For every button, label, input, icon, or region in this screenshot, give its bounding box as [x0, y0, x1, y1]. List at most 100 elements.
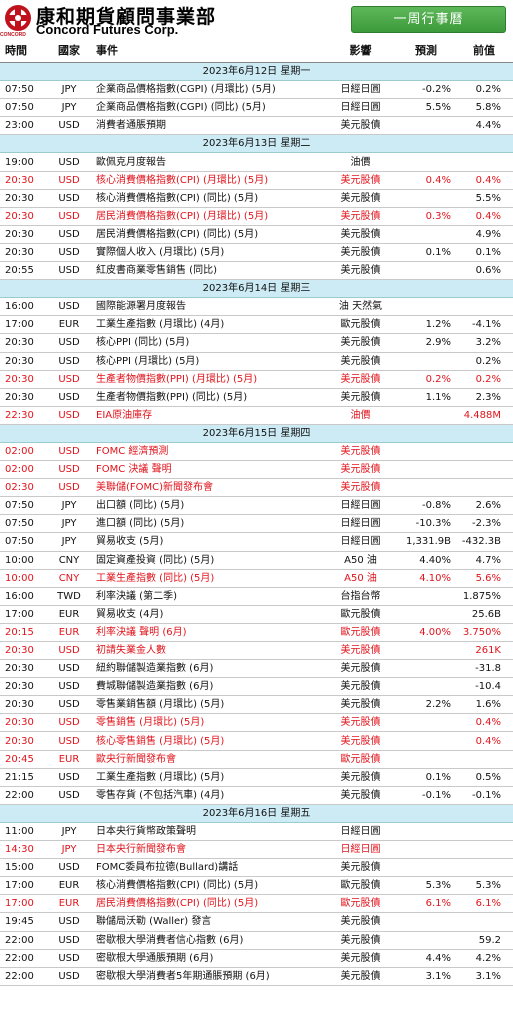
event-impact: 台指台幣	[324, 587, 397, 606]
event-forecast: 5.3%	[397, 876, 455, 896]
event-time: 17:00	[0, 876, 46, 896]
event-forecast: 5.5%	[397, 98, 455, 118]
event-forecast	[397, 460, 455, 480]
event-country: USD	[46, 261, 92, 281]
event-forecast: -10.3%	[397, 514, 455, 534]
table-row: 17:00 EUR 核心消費價格指數(CPI) (同比) (5月) 歐元股債 5.3% 5…	[0, 876, 513, 896]
event-previous: 5.5%	[455, 189, 513, 208]
event-time: 10:00	[0, 551, 46, 570]
event-forecast	[397, 442, 455, 462]
event-forecast	[397, 406, 455, 425]
event-forecast	[397, 605, 455, 624]
event-forecast	[397, 659, 455, 679]
logo-chinese-name: 康和期貨顧問事業部	[36, 6, 217, 28]
event-time: 07:50	[0, 98, 46, 118]
event-impact: 美元股債	[324, 695, 397, 715]
table-row: 07:50 JPY 企業商品價格指數(CGPI) (同比) (5月) 日經日圓 5.5%…	[0, 98, 513, 118]
event-previous: 1.875%	[455, 587, 513, 606]
event-name: 實際個人收入 (月環比) (5月)	[92, 243, 324, 263]
weekly-calendar-button[interactable]: 一周行事曆	[351, 6, 506, 33]
event-country: JPY	[46, 532, 92, 552]
event-time: 20:30	[0, 713, 46, 733]
event-forecast	[397, 912, 455, 932]
event-forecast: 4.4%	[397, 949, 455, 968]
event-time: 20:15	[0, 623, 46, 643]
table-row: 20:30 USD 實際個人收入 (月環比) (5月) 美元股債 0.1% 0.1%	[0, 243, 513, 263]
event-time: 17:00	[0, 605, 46, 624]
event-forecast: 2.9%	[397, 333, 455, 353]
event-previous	[455, 442, 513, 462]
event-previous: 0.4%	[455, 171, 513, 190]
event-name: 核心零售銷售 (月環比) (5月)	[92, 731, 324, 751]
event-country: EUR	[46, 750, 92, 769]
date-label: 2023年6月16日 星期五	[0, 804, 513, 823]
event-forecast	[397, 478, 455, 498]
event-forecast: -0.2%	[397, 80, 455, 100]
event-country: JPY	[46, 98, 92, 118]
event-impact: 美元股債	[324, 225, 397, 244]
table-row: 02:00 USD FOMC 經濟預測 美元股債	[0, 442, 513, 462]
event-time: 20:30	[0, 731, 46, 751]
event-time: 20:30	[0, 695, 46, 715]
event-name: 日本央行貨幣政策聲明	[92, 822, 324, 842]
event-country: EUR	[46, 605, 92, 624]
event-impact: 美元股債	[324, 261, 397, 281]
table-row: 19:45 USD 聯儲局沃勒 (Waller) 發言 美元股債	[0, 912, 513, 932]
event-country: USD	[46, 388, 92, 407]
event-impact: 美元股債	[324, 641, 397, 661]
table-row: 22:00 USD 零售存貨 (不包括汽車) (4月) 美元股債 -0.1% -0.1%	[0, 786, 513, 805]
event-impact: 美元股債	[324, 171, 397, 190]
event-country: USD	[46, 786, 92, 805]
event-time: 20:30	[0, 207, 46, 226]
event-impact: 美元股債	[324, 967, 397, 986]
event-impact: 油價	[324, 152, 397, 172]
event-name: 歐佩克月度報告	[92, 152, 324, 172]
event-impact: 歐元股債	[324, 750, 397, 769]
event-time: 14:30	[0, 840, 46, 860]
event-country: USD	[46, 967, 92, 986]
event-name: 貿易收支 (4月)	[92, 605, 324, 624]
event-impact: 美元股債	[324, 370, 397, 389]
event-previous: -31.8	[455, 659, 513, 679]
event-name: 紅皮書商業零售銷售 (同比)	[92, 261, 324, 281]
event-forecast: 6.1%	[397, 894, 455, 914]
table-row: 22:30 USD EIA原油庫存 油價 4.488M	[0, 406, 513, 425]
table-row: 23:00 USD 消費者通脹預期 美元股債 4.4%	[0, 116, 513, 136]
event-name: 工業生產指數 (同比) (5月)	[92, 569, 324, 588]
event-time: 15:00	[0, 858, 46, 878]
event-country: USD	[46, 171, 92, 190]
event-previous: 6.1%	[455, 894, 513, 914]
event-time: 10:00	[0, 569, 46, 588]
table-row: 16:00 TWD 利率決議 (第二季) 台指台幣 1.875%	[0, 587, 513, 606]
event-time: 19:00	[0, 152, 46, 172]
event-name: 密歇根大學通脹預期 (6月)	[92, 949, 324, 968]
date-row: 2023年6月16日 星期五	[0, 804, 513, 823]
table-row: 20:30 USD 核心PPI (同比) (5月) 美元股債 2.9% 3.2%	[0, 333, 513, 353]
event-impact: 美元股債	[324, 207, 397, 226]
date-row: 2023年6月13日 星期二	[0, 134, 513, 154]
table-row: 20:30 USD 紐約聯儲製造業指數 (6月) 美元股債 -31.8	[0, 659, 513, 679]
event-previous: 4.7%	[455, 551, 513, 570]
event-previous	[455, 478, 513, 498]
event-country: EUR	[46, 623, 92, 643]
event-country: USD	[46, 677, 92, 697]
event-name: EIA原油庫存	[92, 406, 324, 425]
table-row: 17:00 EUR 貿易收支 (4月) 歐元股債 25.6B	[0, 605, 513, 624]
event-time: 20:30	[0, 243, 46, 263]
event-previous: 3.1%	[455, 967, 513, 986]
event-country: CNY	[46, 569, 92, 588]
event-name: 消費者通脹預期	[92, 116, 324, 136]
event-time: 20:30	[0, 677, 46, 697]
event-name: 聯儲局沃勒 (Waller) 發言	[92, 912, 324, 932]
event-country: USD	[46, 116, 92, 136]
event-time: 07:50	[0, 80, 46, 100]
event-name: 居民消費價格指數(CPI) (月環比) (5月)	[92, 207, 324, 226]
table-row: 20:30 USD 核心PPI (月環比) (5月) 美元股債 0.2%	[0, 352, 513, 371]
event-name: 進口額 (同比) (5月)	[92, 514, 324, 534]
table-row: 02:30 USD 美聯儲(FOMC)新聞發布會 美元股債	[0, 478, 513, 498]
event-previous	[455, 460, 513, 480]
table-row: 07:50 JPY 貿易收支 (5月) 日經日圓 1,331.9B -432.3B	[0, 532, 513, 552]
event-previous: 5.6%	[455, 569, 513, 588]
event-impact: 歐元股債	[324, 605, 397, 624]
calendar-body: 2023年6月12日 星期一 07:50 JPY 企業商品價格指數(CGPI) (月環…	[0, 62, 513, 986]
